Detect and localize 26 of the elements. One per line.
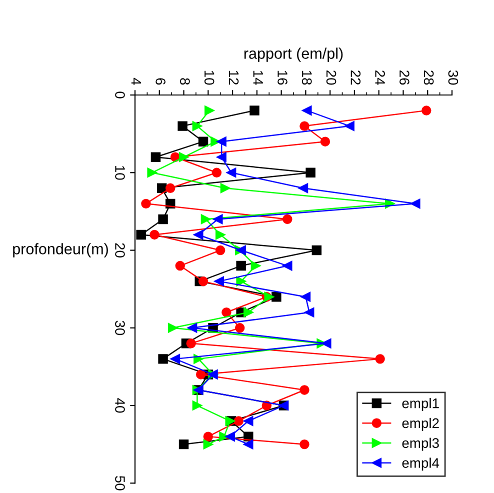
x-tick-label: 16 <box>278 70 288 85</box>
legend-label: empl3 <box>402 438 439 451</box>
y-tick-label: 40 <box>115 398 125 413</box>
x-tick-label: 26 <box>400 70 410 85</box>
x-tick-label: 24 <box>375 70 385 85</box>
x-tick-label: 20 <box>326 70 336 85</box>
y-tick-label: 10 <box>115 166 125 180</box>
x-tick-label: 28 <box>424 70 434 85</box>
x-tick-label: 14 <box>253 70 263 85</box>
x-tick-label: 4 <box>131 78 141 85</box>
x-tick-label: 8 <box>180 78 190 85</box>
x-tick-label: 18 <box>302 70 312 85</box>
y-tick-label: 50 <box>115 476 125 490</box>
legend-label: empl4 <box>402 458 440 471</box>
x-axis-title: rapport (em/pl) <box>244 48 343 62</box>
x-tick-label: 6 <box>156 78 166 85</box>
y-tick-label: 20 <box>115 243 125 258</box>
x-tick-label: 12 <box>228 70 239 85</box>
x-tick-label: 22 <box>350 70 361 85</box>
x-tick-label: 30 <box>448 70 458 85</box>
y-axis-title: profondeur(m) <box>13 243 108 258</box>
x-tick-label: 10 <box>204 70 214 85</box>
y-tick-label: 30 <box>115 320 125 336</box>
y-tick-label: 0 <box>115 92 125 98</box>
legend-label: empl2 <box>402 418 439 431</box>
legend-label: empl1 <box>402 398 439 411</box>
